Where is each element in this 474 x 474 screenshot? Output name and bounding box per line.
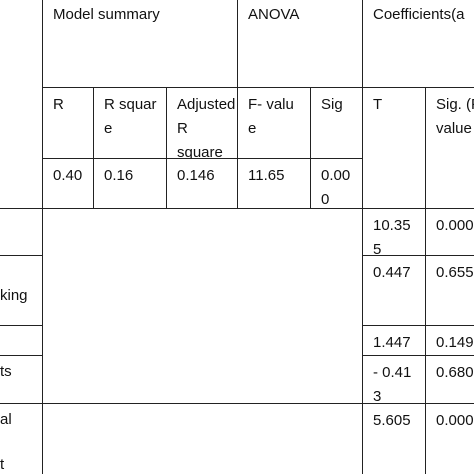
row-label-cell [0, 208, 42, 255]
summary-value: 0.000 [310, 158, 362, 208]
column-header: R [42, 87, 93, 158]
column-header: Adjusted R square [166, 87, 237, 158]
t-value: 5.605 [362, 403, 425, 474]
p-value: 0.000 [425, 403, 474, 474]
p-value: 0.149 [425, 325, 474, 355]
t-value: 1.447 [362, 325, 425, 355]
row-label: ts [0, 363, 12, 380]
row-label-cell [0, 325, 42, 355]
row-label: t [0, 456, 5, 473]
row-label-cell [0, 403, 42, 474]
summary-value: 0.40 [42, 158, 93, 208]
column-header: Sig. (P- value ) [425, 87, 474, 208]
group-header: ANOVA [237, 0, 362, 87]
summary-value: 0.146 [166, 158, 237, 208]
column-header: F- value [237, 87, 310, 158]
column-header: T [362, 87, 425, 208]
row-label-cell [0, 255, 42, 325]
p-value: 0.655 [425, 255, 474, 325]
t-value: 10.355 [362, 208, 425, 255]
group-header: Coefficients(a [362, 0, 474, 87]
p-value: 0.000 [425, 208, 474, 255]
row-label: king [0, 287, 28, 304]
merged-cell [42, 403, 362, 474]
summary-value: 11.65 [237, 158, 310, 208]
merged-cell [42, 208, 362, 403]
summary-value: 0.16 [93, 158, 166, 208]
t-value: 0.447 [362, 255, 425, 325]
column-header: R square [93, 87, 166, 158]
column-header: Sig [310, 87, 362, 158]
row-label: al [0, 411, 12, 428]
group-header: Model summary [42, 0, 237, 87]
p-value: 0.680 [425, 355, 474, 403]
row-label-cell [0, 355, 42, 403]
t-value: - 0.413 [362, 355, 425, 403]
